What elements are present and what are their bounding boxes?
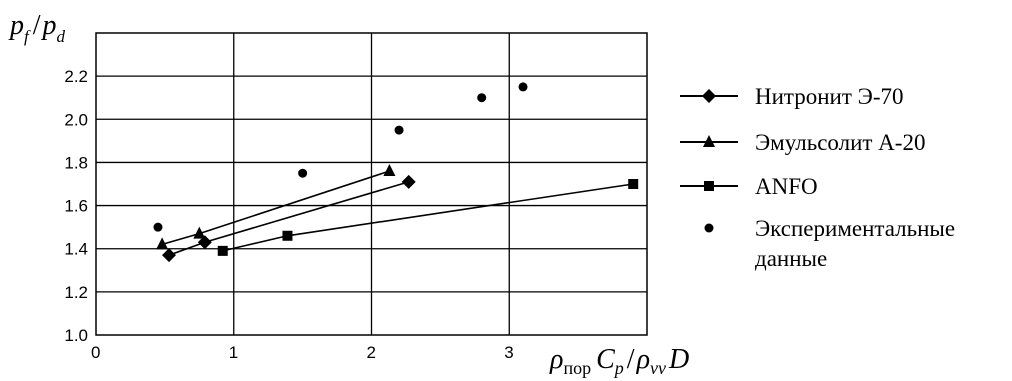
tick-labels: 0 1 2 3 1.0 1.2 1.4 1.6 1.8 2.0 2.2 <box>64 67 513 362</box>
x-tick-label: 0 <box>91 343 100 362</box>
data-point-triangle <box>156 237 169 250</box>
data-point-triangle <box>383 164 396 177</box>
data-point-diamond <box>197 235 212 250</box>
y-tick-label: 2.2 <box>64 67 88 86</box>
series-triangle <box>156 164 396 250</box>
data-point-square <box>217 245 228 256</box>
series-square <box>217 179 639 256</box>
data-point-circle <box>477 93 487 103</box>
data-point-circle <box>298 168 308 178</box>
y-tick-label: 1.4 <box>64 240 88 259</box>
legend-label: Нитронит Э-70 <box>755 84 904 109</box>
data-point-circle <box>153 222 163 232</box>
series-circle <box>153 82 528 232</box>
series-layer <box>153 82 639 263</box>
x-tick-label: 3 <box>504 343 513 362</box>
legend-item: Эмульсолит А-20 <box>680 130 925 155</box>
legend-item: ANFO <box>680 174 818 199</box>
y-tick-label: 1.2 <box>64 283 88 302</box>
legend-label: Экспериментальные данные <box>755 216 955 271</box>
legend: Нитронит Э-70 Эмульсолит А-20 ANFO Эксперим… <box>680 84 955 271</box>
legend-marker-triangle <box>703 135 715 147</box>
series-diamond <box>162 174 416 263</box>
legend-item: Экспериментальные данные <box>704 216 955 271</box>
y-axis-title: pf/pd <box>8 10 66 46</box>
legend-marker-square <box>704 181 714 191</box>
legend-label: ANFO <box>755 174 818 199</box>
legend-label: Эмульсолит А-20 <box>755 130 925 155</box>
y-tick-label: 1.6 <box>64 197 88 216</box>
legend-marker-diamond <box>702 89 716 103</box>
data-point-diamond <box>401 174 416 189</box>
data-point-triangle <box>193 226 206 239</box>
legend-marker-circle <box>704 223 714 233</box>
legend-item: Нитронит Э-70 <box>680 84 904 109</box>
x-axis-title: ρпор Cp/ρvv D <box>549 344 689 378</box>
y-tick-label: 1.0 <box>64 326 88 345</box>
data-point-square <box>628 179 639 189</box>
x-tick-label: 1 <box>229 343 238 362</box>
grid <box>96 33 647 335</box>
data-point-diamond <box>162 248 177 263</box>
data-point-square <box>282 230 293 241</box>
y-tick-label: 2.0 <box>64 110 88 129</box>
data-point-circle <box>394 125 404 135</box>
x-tick-label: 2 <box>367 343 376 362</box>
y-tick-label: 1.8 <box>64 153 88 172</box>
data-point-circle <box>518 82 528 92</box>
